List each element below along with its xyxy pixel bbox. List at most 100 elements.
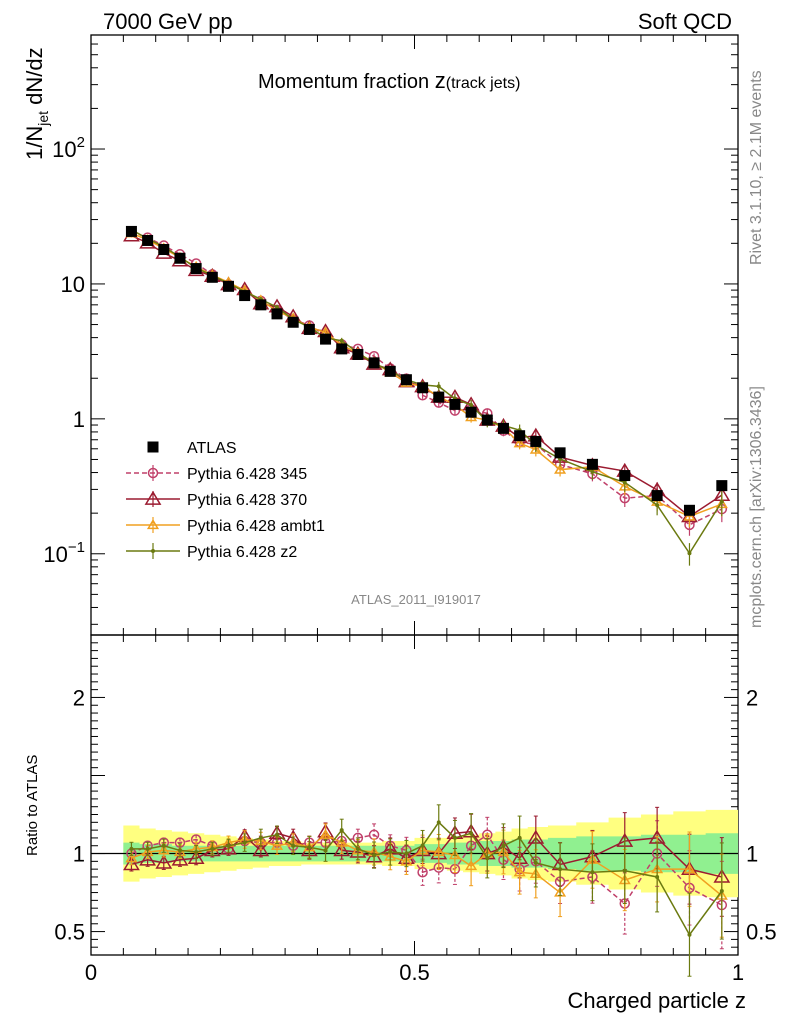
- mcplots-label: mcplots.cern.ch [arXiv:1306.3436]: [748, 386, 765, 628]
- atlas-point: [368, 357, 380, 369]
- atlas-point: [239, 290, 251, 302]
- series-3-main-point: [655, 503, 660, 508]
- atlas-point: [417, 382, 429, 394]
- atlas-point: [554, 447, 566, 459]
- series-3-ratio-point: [485, 856, 490, 861]
- series-2-main-point: [529, 443, 542, 454]
- x-tick-label: 1: [732, 960, 744, 985]
- atlas-point: [619, 470, 631, 482]
- rivet-label: Rivet 3.1.10, ≥ 2.1M events: [748, 70, 765, 265]
- series-3-ratio-point: [388, 849, 393, 854]
- atlas-point: [651, 490, 663, 502]
- atlas-point: [174, 252, 186, 264]
- atlas-point: [465, 406, 477, 418]
- atlas-point: [384, 365, 396, 377]
- legend-label-4: Pythia 6.428 z2: [187, 544, 297, 561]
- series-2-ratio-point: [125, 852, 138, 863]
- series-3-main-point: [339, 338, 344, 343]
- atlas-point: [400, 374, 412, 386]
- series-3-main-point: [687, 551, 692, 556]
- series-3-ratio-point: [501, 843, 506, 848]
- ratio-y-tick-label-right: 2: [746, 685, 758, 710]
- series-2-ratio-point: [432, 846, 445, 857]
- series-2-ratio-point: [465, 860, 478, 871]
- legend: ATLAS Pythia 6.428 345 Pythia 6.428 370 Pyt…: [126, 440, 325, 561]
- series-3-ratio-point: [719, 889, 724, 893]
- ratio-panel-frame: [90, 634, 739, 956]
- series-3-main-point: [275, 305, 280, 310]
- series-3-ratio-point: [258, 835, 263, 840]
- atlas-point: [303, 323, 315, 335]
- legend-label-1: Pythia 6.428 345: [187, 466, 307, 483]
- series-3-ratio-point: [307, 845, 312, 850]
- legend-marker-1: [147, 467, 159, 479]
- atlas-point: [336, 343, 348, 355]
- legend-marker-2: [144, 490, 162, 505]
- series-3-main-point: [436, 384, 441, 389]
- series-3-main-point: [719, 499, 724, 504]
- series-3-ratio-point: [177, 848, 182, 853]
- series-3-ratio-point: [436, 820, 441, 825]
- series-3-ratio-point: [226, 843, 231, 848]
- atlas-point: [433, 391, 445, 403]
- series-3-ratio-point: [194, 849, 199, 854]
- series-1-ratio-point: [123, 856, 140, 871]
- main-y-tick-label: 10: [61, 272, 85, 297]
- series-3-main-point: [622, 480, 627, 485]
- atlas-point: [125, 225, 137, 237]
- series-3-ratio-point: [372, 853, 377, 858]
- atlas-point: [287, 316, 299, 328]
- atlas-point: [222, 280, 234, 292]
- series-1-ratio-point: [171, 851, 189, 866]
- series-3-ratio-point: [275, 832, 280, 837]
- series-2-main-point: [683, 510, 696, 521]
- atlas-point: [497, 422, 509, 434]
- series-3-ratio-point: [339, 828, 344, 833]
- series-2-ratio-point: [554, 886, 567, 897]
- series-2-ratio-point: [270, 839, 284, 850]
- series-3-ratio-point: [687, 932, 692, 937]
- series-3-ratio-point: [404, 851, 409, 856]
- atlas-point: [530, 435, 542, 447]
- y-axis-label: 1/Njet dN/dz: [22, 47, 51, 160]
- series-3-ratio-point: [145, 846, 150, 851]
- series-3-ratio-point: [655, 874, 660, 879]
- series-0-ratio-point: [417, 867, 428, 878]
- ratio-y-axis-label: Ratio to ATLAS: [24, 755, 41, 856]
- header-left: 7000 GeV pp: [103, 9, 233, 34]
- atlas-point: [271, 308, 283, 320]
- series-1-ratio-point: [139, 851, 157, 866]
- analysis-id: ATLAS_2011_I919017: [351, 592, 481, 607]
- series-2-ratio-point: [683, 863, 696, 874]
- series-1-ratio-point: [187, 850, 205, 865]
- atlas-point: [190, 263, 202, 275]
- series-2-ratio-point: [157, 844, 170, 855]
- series-2-ratio-point: [335, 836, 348, 847]
- series-1-ratio-point: [220, 840, 237, 855]
- legend-marker-3: [146, 519, 160, 530]
- series-3-ratio-point: [323, 848, 328, 853]
- legend-marker-4: [151, 549, 155, 553]
- series-3-ratio-point: [469, 831, 474, 836]
- series-3-ratio-point: [210, 846, 215, 851]
- ratio-y-tick-label-right: 0.5: [746, 920, 777, 945]
- series-3-ratio-point: [291, 843, 296, 848]
- series-2-ratio-point: [448, 849, 461, 860]
- atlas-point: [586, 458, 598, 470]
- legend-label-3: Pythia 6.428 ambt1: [187, 518, 325, 535]
- series-3-ratio-point: [517, 835, 522, 840]
- x-tick-label: 0.5: [399, 960, 430, 985]
- atlas-point: [352, 348, 364, 360]
- ratio-y-tick-label: 2: [73, 685, 85, 710]
- series-1-ratio-point: [155, 854, 173, 869]
- ratio-y-tick-label: 1: [73, 842, 85, 867]
- series-1-ratio-point: [252, 842, 270, 857]
- x-tick-label: 0: [85, 960, 97, 985]
- atlas-point: [716, 480, 728, 492]
- series-3-ratio-point: [355, 846, 360, 851]
- atlas-point: [158, 243, 170, 255]
- series-3-ratio-point: [590, 870, 595, 875]
- legend-label-2: Pythia 6.428 370: [187, 492, 307, 509]
- x-axis-label: Charged particle z: [567, 988, 746, 1013]
